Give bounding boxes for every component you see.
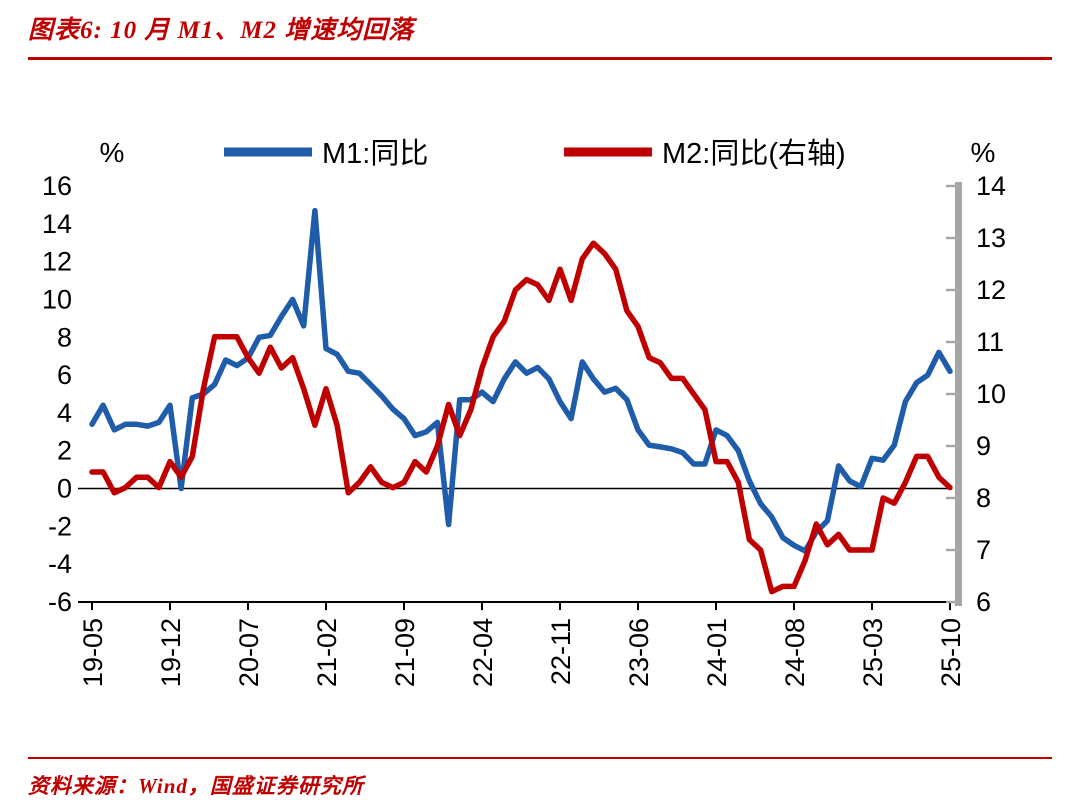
right-axis-tick-label: 9 — [976, 431, 991, 461]
x-tick-label: 19-05 — [78, 618, 108, 687]
m1-m2-line-chart: 19-05 19-12 20-07 21-02 21-09 22-04 22-11 23-06… — [42, 137, 1006, 687]
right-axis-bar — [955, 182, 962, 606]
right-axis-tick-label: 14 — [976, 171, 1006, 201]
left-axis-tick-label: -2 — [48, 511, 72, 541]
legend-m2-label: M2:同比(右轴) — [662, 137, 846, 170]
right-axis-tick-label: 8 — [976, 483, 991, 513]
left-axis-tick-label: 8 — [57, 322, 72, 352]
source-note: 资料来源：Wind，国盛证券研究所 — [28, 774, 364, 798]
left-axis-tick-label: -6 — [48, 587, 72, 617]
left-axis-tick-label: 6 — [57, 360, 72, 390]
x-tick-label: 22-11 — [546, 618, 576, 685]
right-axis-tick-label: 11 — [976, 327, 1004, 357]
left-axis-tick-label: 12 — [42, 247, 72, 277]
x-tick-label: 22-04 — [468, 618, 498, 687]
left-axis-tick-label: 0 — [57, 474, 72, 504]
right-axis-tick-label: 6 — [976, 587, 991, 617]
x-tick-label: 19-12 — [156, 618, 186, 687]
right-axis-tick-label: 7 — [976, 535, 991, 565]
m2-line — [89, 240, 953, 595]
right-axis-unit-label: % — [971, 137, 996, 168]
x-tick-label: 23-06 — [624, 618, 654, 687]
x-tick-label: 20-07 — [234, 618, 264, 687]
bottom-divider — [28, 757, 1052, 759]
x-tick-label: 25-03 — [858, 618, 888, 687]
left-axis-tick-label: 14 — [42, 209, 72, 239]
x-tick-label: 24-08 — [780, 618, 810, 687]
legend-m1-label: M1:同比 — [322, 137, 428, 170]
top-divider — [28, 57, 1052, 60]
x-tick-label: 21-02 — [312, 618, 342, 687]
right-axis-tick-label: 13 — [976, 223, 1006, 253]
x-tick-label: 21-09 — [390, 618, 420, 687]
left-axis-tick-label: 2 — [57, 436, 72, 466]
x-tick-label: 24-01 — [702, 618, 732, 687]
right-axis-tick-label: 10 — [976, 379, 1006, 409]
left-axis-tick-label: -4 — [48, 549, 72, 579]
left-axis-tick-label: 4 — [57, 398, 72, 428]
left-axis-tick-label: 16 — [42, 171, 72, 201]
right-axis-tick-label: 12 — [976, 275, 1006, 305]
chart-title: 图表6: 10 月 M1、M2 增速均回落 — [28, 17, 415, 44]
x-tick-label: 25-10 — [936, 618, 966, 687]
left-axis-unit-label: % — [100, 137, 125, 168]
m1-line — [89, 207, 953, 554]
left-axis-tick-label: 10 — [42, 284, 72, 314]
